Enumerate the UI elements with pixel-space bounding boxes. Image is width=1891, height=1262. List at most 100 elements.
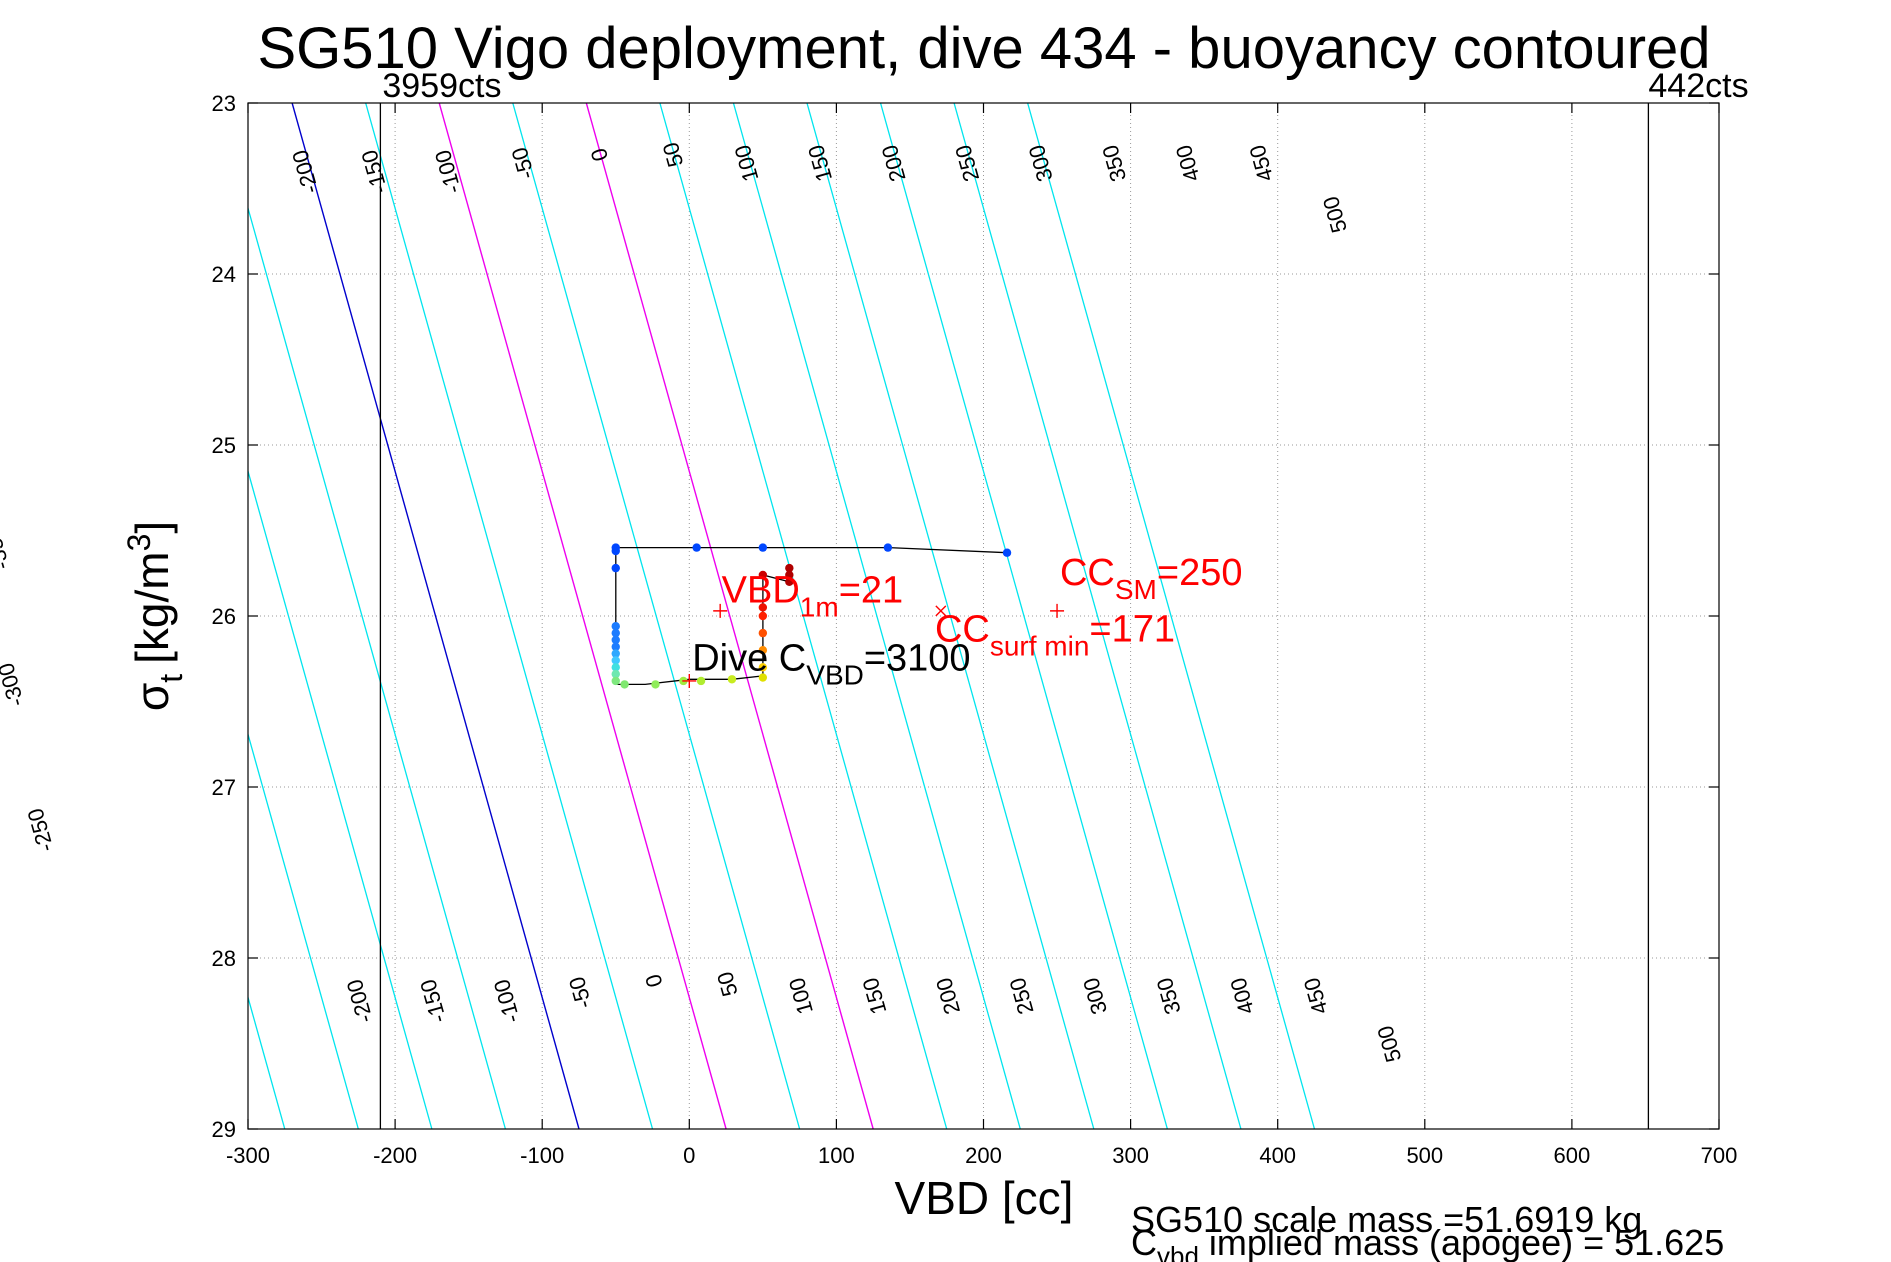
contour-line [438,103,727,1129]
dive-points [611,543,1012,689]
contour-line [248,468,433,1129]
contour-line [953,103,1242,1129]
plus-marker [682,673,697,688]
dive-point [883,543,893,552]
contour-label-top: -50 [507,145,540,182]
x-tick-label: 0 [683,1143,695,1168]
contour-line [248,731,359,1129]
footer-implied-mass-tail: implied mass (apogee) = 51.625 [1199,1222,1724,1262]
dive-point [785,570,794,580]
x-tick-label: -300 [226,1143,270,1168]
annotation: VBD1m=21 [722,569,904,622]
annotation: Dive CVBD=3100 [692,638,970,691]
cross-marker [935,605,947,617]
contour-label-bottom: -150 [415,977,451,1026]
contour-label-top: -100 [430,147,466,196]
annotation-sub: SM [1115,574,1157,605]
y-tick-label: 28 [212,946,236,971]
dive-point [611,669,620,679]
y-tick-label: 23 [212,91,236,116]
annotation-tail: =21 [839,569,903,611]
dive-point [611,546,620,556]
contour-label-top: 50 [658,140,689,170]
x-axis-label: VBD [cc] [895,1172,1074,1224]
contour-label-bottom: 450 [1299,975,1333,1017]
contour-label-top: 350 [1097,142,1131,184]
contour-label-top: 450 [1244,142,1278,184]
contour-line [365,103,654,1129]
contour-line [806,103,1095,1129]
contour-label-bottom: -200 [342,977,378,1026]
annotation-main: VBD [722,569,800,611]
x-tick-label: 700 [1701,1143,1738,1168]
vbd-limits: 3959cts 442cts [379,67,1749,1129]
dive-point [611,663,620,672]
x-tick-label: 500 [1406,1143,1443,1168]
footer-scale-mass: SG510 scale mass =51.6919 kg [1131,1199,1642,1240]
x-tick-label: 400 [1259,1143,1296,1168]
dive-point [1002,548,1012,557]
x-tick-label: -100 [520,1143,564,1168]
contour-label-top: 300 [1024,142,1058,184]
annotation-tail: =171 [1089,609,1175,651]
contour-label-bottom: 400 [1225,975,1259,1017]
contour-line [0,103,64,1129]
contour-line [1027,103,1316,1129]
contour-label-bottom: 300 [1078,975,1112,1017]
dive-point [758,646,768,655]
contour-label-bottom: 500 [1372,1023,1406,1065]
y-axis-ticks: 23 24 25 26 27 28 29 [212,91,1719,1142]
dive-point [692,543,701,552]
y-tick-label: 29 [212,1117,236,1142]
x-tick-label: 300 [1112,1143,1149,1168]
annotation-sub: VBD [806,660,864,691]
y-tick-label: 27 [212,775,236,800]
contour-label-bottom: 50 [712,969,743,999]
dive-point [785,563,794,573]
contour-line [879,103,1169,1129]
contour-label-top: -250 [22,806,58,855]
contour-line [585,103,874,1129]
footer-implied-mass-sub: vbd [1157,1241,1199,1262]
vbd-limit-label: 442cts [1648,67,1748,105]
y-axis-label-unit: [kg/m [126,551,178,663]
y-tick-label: 24 [212,262,236,287]
annotation-sub: 1m [800,591,839,622]
dive-point [611,642,620,651]
dive-point [611,635,620,645]
annotation-tail: =3100 [864,638,971,680]
dive-point [758,570,768,580]
y-tick-label: 25 [212,433,236,458]
dive-point [651,680,660,689]
x-axis-ticks: -300 -200 -100 0 100 200 300 400 500 600 700 [226,103,1737,1168]
contour-label-top: -350 [0,523,14,572]
plus-marker [713,603,728,618]
annotation: CCSM=250 [1060,552,1242,605]
contour-line [0,103,211,1129]
dive-point [758,628,768,638]
contour-label-top: 250 [950,142,984,184]
annotation-tail: =250 [1157,552,1243,594]
contour-label-top: 500 [1318,194,1352,236]
contour-label-top: 100 [730,142,764,184]
annotation-main: CC [935,609,990,651]
y-axis-label-close: ] [126,521,178,534]
y-tick-label: 26 [212,604,236,629]
contour-line [512,103,801,1129]
dive-point [758,663,768,672]
y-axis-label: σt [kg/m3] [121,521,189,711]
dive-point [611,622,620,631]
contour-label-bottom: 100 [784,975,818,1017]
markers [682,603,1065,688]
dive-point [611,628,620,638]
buoyancy-contours [0,103,1316,1129]
contour-label-bottom: -100 [489,977,525,1026]
dive-point [758,543,768,552]
contour-label-bottom: 350 [1152,975,1186,1017]
x-tick-label: 600 [1554,1143,1591,1168]
dive-point [758,603,768,612]
contour-line [732,103,1021,1129]
chart-title: SG510 Vigo deployment, dive 434 - buoyan… [257,16,1710,81]
